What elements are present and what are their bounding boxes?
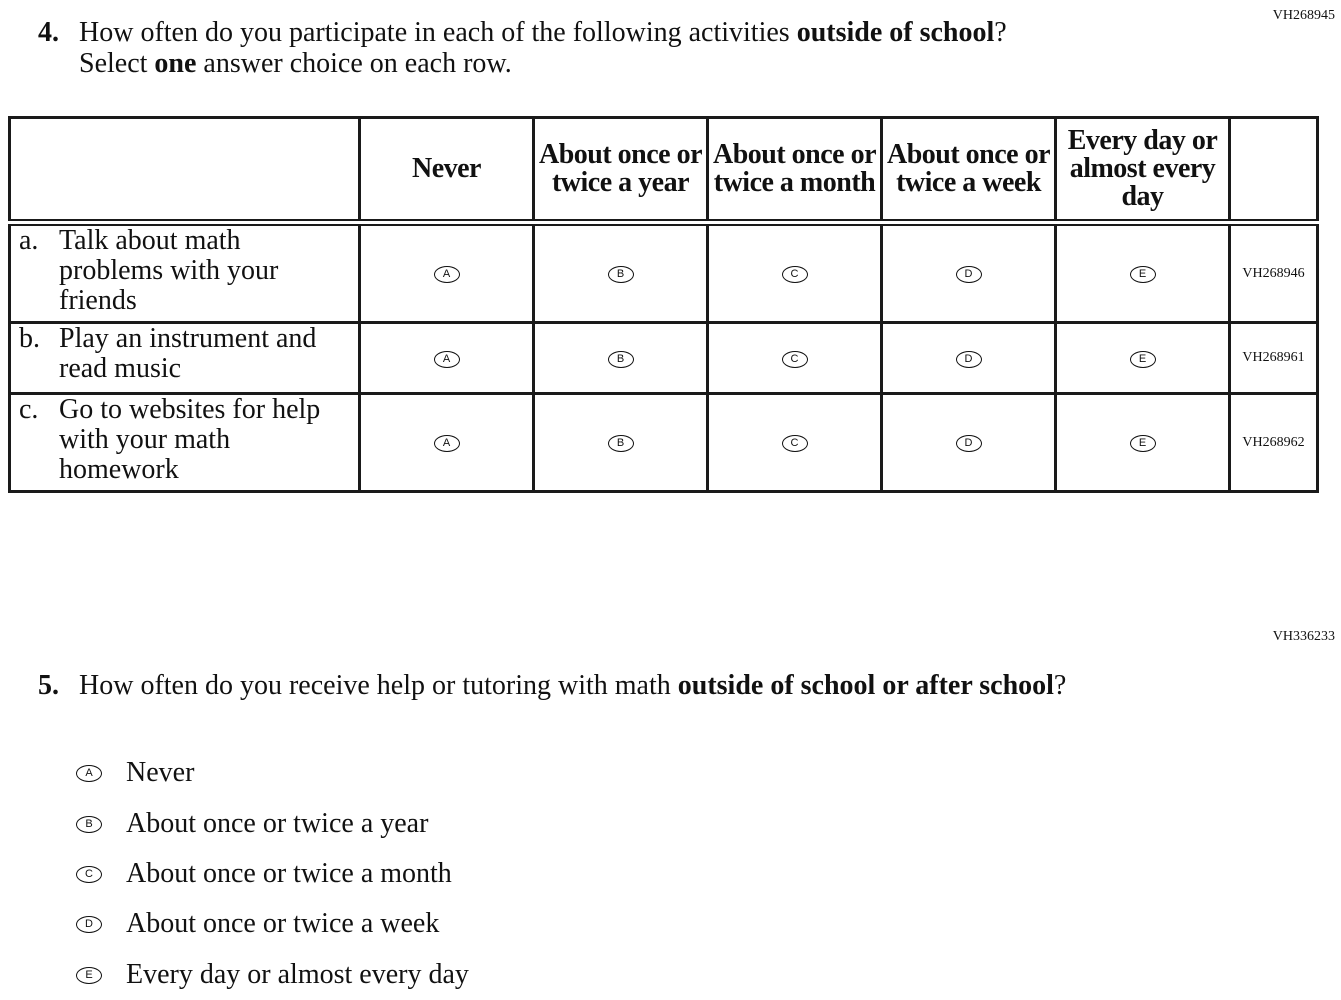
option-e[interactable]: E Every day or almost every day	[76, 959, 469, 991]
column-header-every-day: Every day or almost every day	[1054, 116, 1231, 226]
item-code: VH268946	[1228, 221, 1319, 324]
bubble-d[interactable]: D	[76, 915, 102, 933]
table-row: b. Play an instrument and read music A B …	[8, 321, 1319, 395]
item-code: VH268962	[1228, 392, 1319, 493]
bubble-e[interactable]: E	[76, 966, 102, 984]
bubble-a[interactable]: A	[433, 266, 460, 283]
bubble-d[interactable]: D	[955, 435, 982, 452]
item-code-q4: VH268945	[1272, 8, 1335, 23]
row-label: c. Go to websites for help with your math…	[8, 392, 361, 493]
bubble-c[interactable]: C	[76, 865, 102, 883]
question-5: 5. How often do you receive help or tuto…	[38, 669, 1118, 702]
bubble-a[interactable]: A	[433, 435, 460, 452]
column-header-never: Never	[358, 116, 535, 226]
table-row: a. Talk about math problems with your fri…	[8, 221, 1319, 324]
bubble-a[interactable]: A	[433, 350, 460, 368]
bubble-d[interactable]: D	[955, 350, 982, 368]
bubble-e[interactable]: E	[1129, 435, 1156, 452]
column-header-month: About once or twice a month	[706, 116, 883, 226]
bubble-b[interactable]: B	[607, 350, 634, 368]
bubble-c[interactable]: C	[781, 435, 808, 452]
question-4: 4. How often do you participate in each …	[38, 17, 1048, 79]
bubble-b[interactable]: B	[607, 435, 634, 452]
question-5-text: How often do you receive help or tutorin…	[79, 670, 1067, 701]
bubble-e[interactable]: E	[1129, 350, 1156, 368]
row-label: b. Play an instrument and read music	[8, 321, 361, 395]
option-label: About once or twice a month	[126, 858, 452, 889]
bubble-a[interactable]: A	[76, 764, 102, 782]
option-label: About once or twice a week	[126, 908, 440, 939]
option-label: About once or twice a year	[126, 808, 429, 839]
column-header-week: About once or twice a week	[880, 116, 1057, 226]
bubble-c[interactable]: C	[781, 266, 808, 283]
option-label: Never	[126, 757, 195, 788]
question-number: 4.	[38, 17, 59, 48]
row-label: a. Talk about math problems with your fri…	[8, 221, 361, 324]
option-d[interactable]: D About once or twice a week	[76, 908, 439, 940]
bubble-b[interactable]: B	[607, 266, 634, 283]
option-c[interactable]: C About once or twice a month	[76, 858, 452, 890]
bubble-c[interactable]: C	[781, 350, 808, 368]
bubble-e[interactable]: E	[1129, 266, 1156, 283]
bubble-b[interactable]: B	[76, 815, 102, 833]
table-row: c. Go to websites for help with your math…	[8, 392, 1319, 493]
option-label: Every day or almost every day	[126, 959, 469, 990]
option-a[interactable]: A Never	[76, 757, 194, 789]
activity-matrix: Never About once or twice a year About o…	[8, 116, 1319, 493]
item-code-q5: VH336233	[1272, 629, 1335, 644]
header-code-empty	[1228, 116, 1319, 226]
question-4-text: How often do you participate in each of …	[79, 17, 1007, 79]
item-code: VH268961	[1228, 321, 1319, 395]
header-empty	[8, 116, 361, 226]
question-number: 5.	[38, 670, 59, 701]
option-b[interactable]: B About once or twice a year	[76, 808, 428, 840]
column-header-year: About once or twice a year	[532, 116, 709, 226]
bubble-d[interactable]: D	[955, 266, 982, 283]
